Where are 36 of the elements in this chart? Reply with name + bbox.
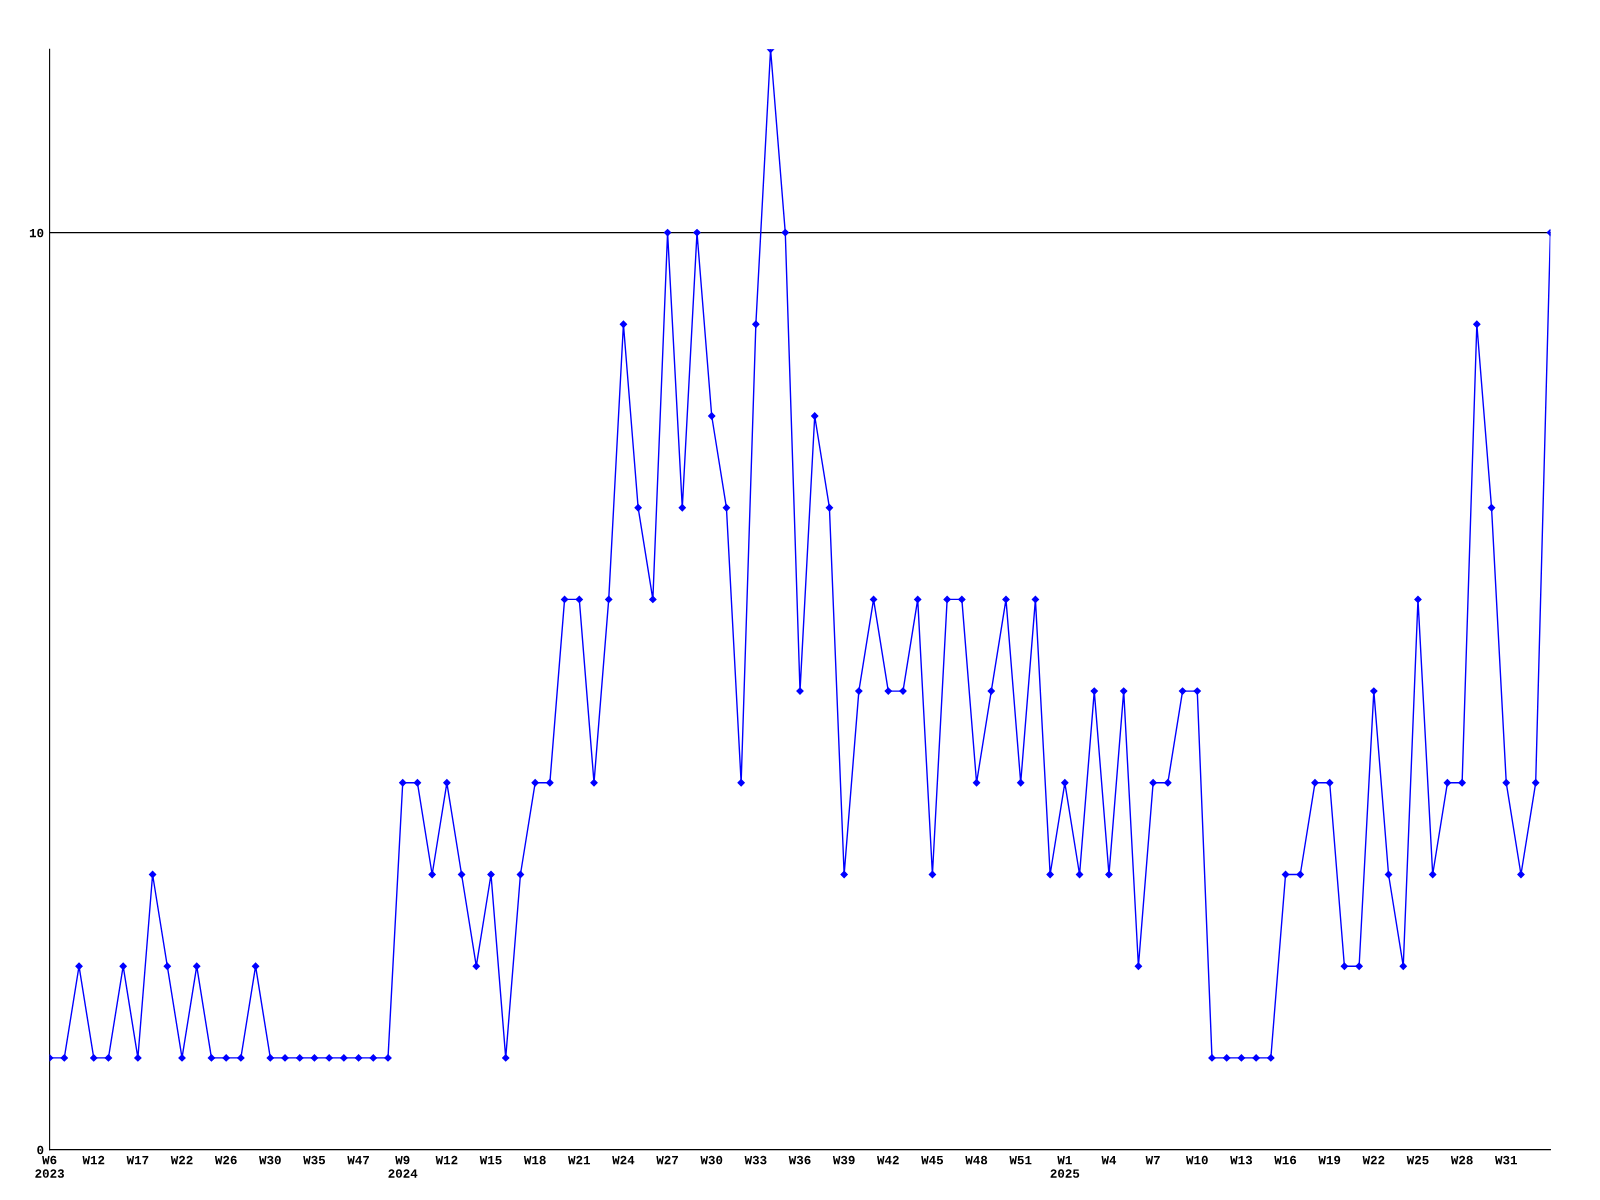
x-tick-label: W12 <box>82 1155 105 1165</box>
x-tick-label: W22 <box>170 1155 193 1165</box>
x-tick-label: W26 <box>214 1155 237 1165</box>
x-tick-label: W15 <box>479 1155 502 1165</box>
x-tick-label: W13 <box>1230 1155 1253 1165</box>
x-tick-label: W19 <box>1318 1155 1341 1165</box>
x-tick-label: W48 <box>965 1155 988 1165</box>
x-tick-label: W7 <box>1145 1155 1160 1165</box>
x-tick-label: W31 <box>1495 1155 1517 1165</box>
x-tick-label: W10 <box>1186 1155 1208 1165</box>
y-tick-label: 0 <box>37 1145 44 1155</box>
x-tick-label: W42 <box>877 1155 899 1165</box>
x-tick-label: W21 <box>568 1155 591 1165</box>
x-tick-label: W25 <box>1406 1155 1429 1165</box>
x-tick-label: W22 <box>1362 1155 1385 1165</box>
x-tick-label: W51 <box>1009 1155 1032 1165</box>
x-tick-label: W18 <box>523 1155 546 1165</box>
x-tick-label: W9 2024 <box>388 1155 418 1178</box>
x-tick-label: W39 <box>832 1155 855 1165</box>
x-tick-label: W45 <box>921 1155 944 1165</box>
y-tick-label: 10 <box>29 228 44 238</box>
x-tick-label: W6 2023 <box>35 1155 64 1178</box>
x-tick-label: W16 <box>1274 1155 1297 1165</box>
x-tick-label: W27 <box>656 1155 678 1165</box>
x-tick-label: W4 <box>1101 1155 1117 1165</box>
x-tick-label: W24 <box>612 1155 635 1165</box>
x-tick-label: W47 <box>347 1155 369 1165</box>
x-tick-label: W30 <box>259 1155 281 1165</box>
x-tick-label: W33 <box>744 1155 767 1165</box>
x-tick-label: W17 <box>126 1155 149 1165</box>
x-tick-label: W28 <box>1450 1155 1473 1165</box>
x-tick-label: W1 2025 <box>1050 1155 1080 1178</box>
x-tick-label: W36 <box>788 1155 811 1165</box>
x-tick-label: W12 <box>435 1155 458 1165</box>
x-tick-label: W35 <box>303 1155 326 1165</box>
x-tick-label: W30 <box>700 1155 723 1165</box>
